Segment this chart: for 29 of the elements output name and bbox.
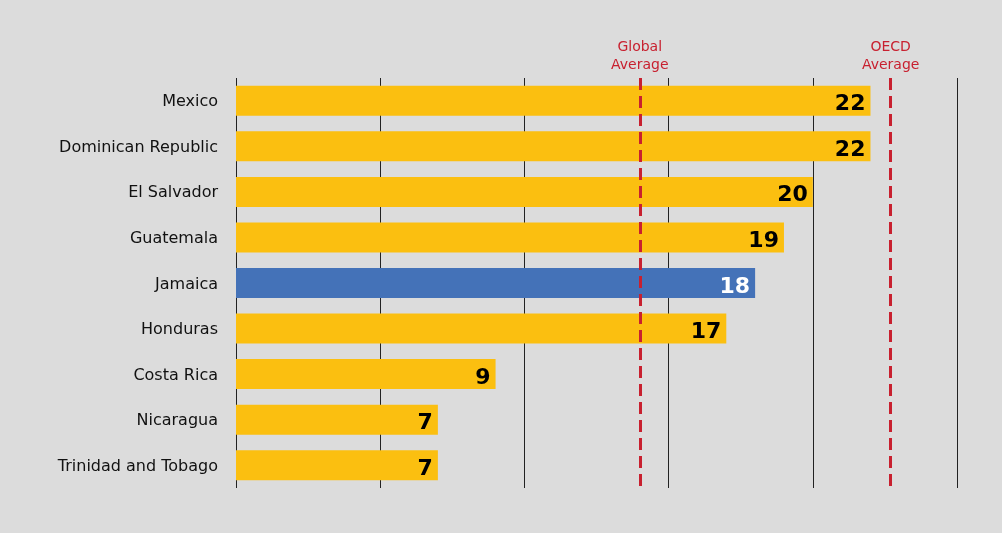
y-tick-label: Trinidad and Tobago [56,455,218,475]
bar [236,404,438,435]
ref-line-label: Global Average [611,38,669,72]
y-tick-label: Honduras [141,319,218,339]
bar [236,268,756,298]
data-label: 17 [690,318,722,344]
bar [236,131,871,162]
bar [236,176,813,207]
bar [236,450,438,481]
y-tick-label: Jamaica [154,273,218,293]
data-label: 18 [719,272,751,298]
data-label: 22 [834,135,866,161]
data-label: 20 [777,181,808,207]
data-label: 19 [748,226,779,252]
bar [236,222,784,253]
bar [236,313,727,344]
data-label: 22 [834,90,866,116]
data-label: 7 [417,454,433,480]
y-tick-label: Costa Rica [133,364,218,384]
bar [236,85,871,116]
y-tick-label: Nicaragua [136,410,218,430]
y-tick-label: Guatemala [129,227,218,247]
bar [236,359,496,390]
data-label: 9 [475,363,491,389]
data-label: 7 [417,409,433,435]
y-tick-label: Mexico [162,91,218,111]
ref-line-label: OECD Average [861,38,920,72]
y-tick-label: El Salvador [128,182,219,202]
y-tick-label: Dominican Republic [59,136,218,156]
